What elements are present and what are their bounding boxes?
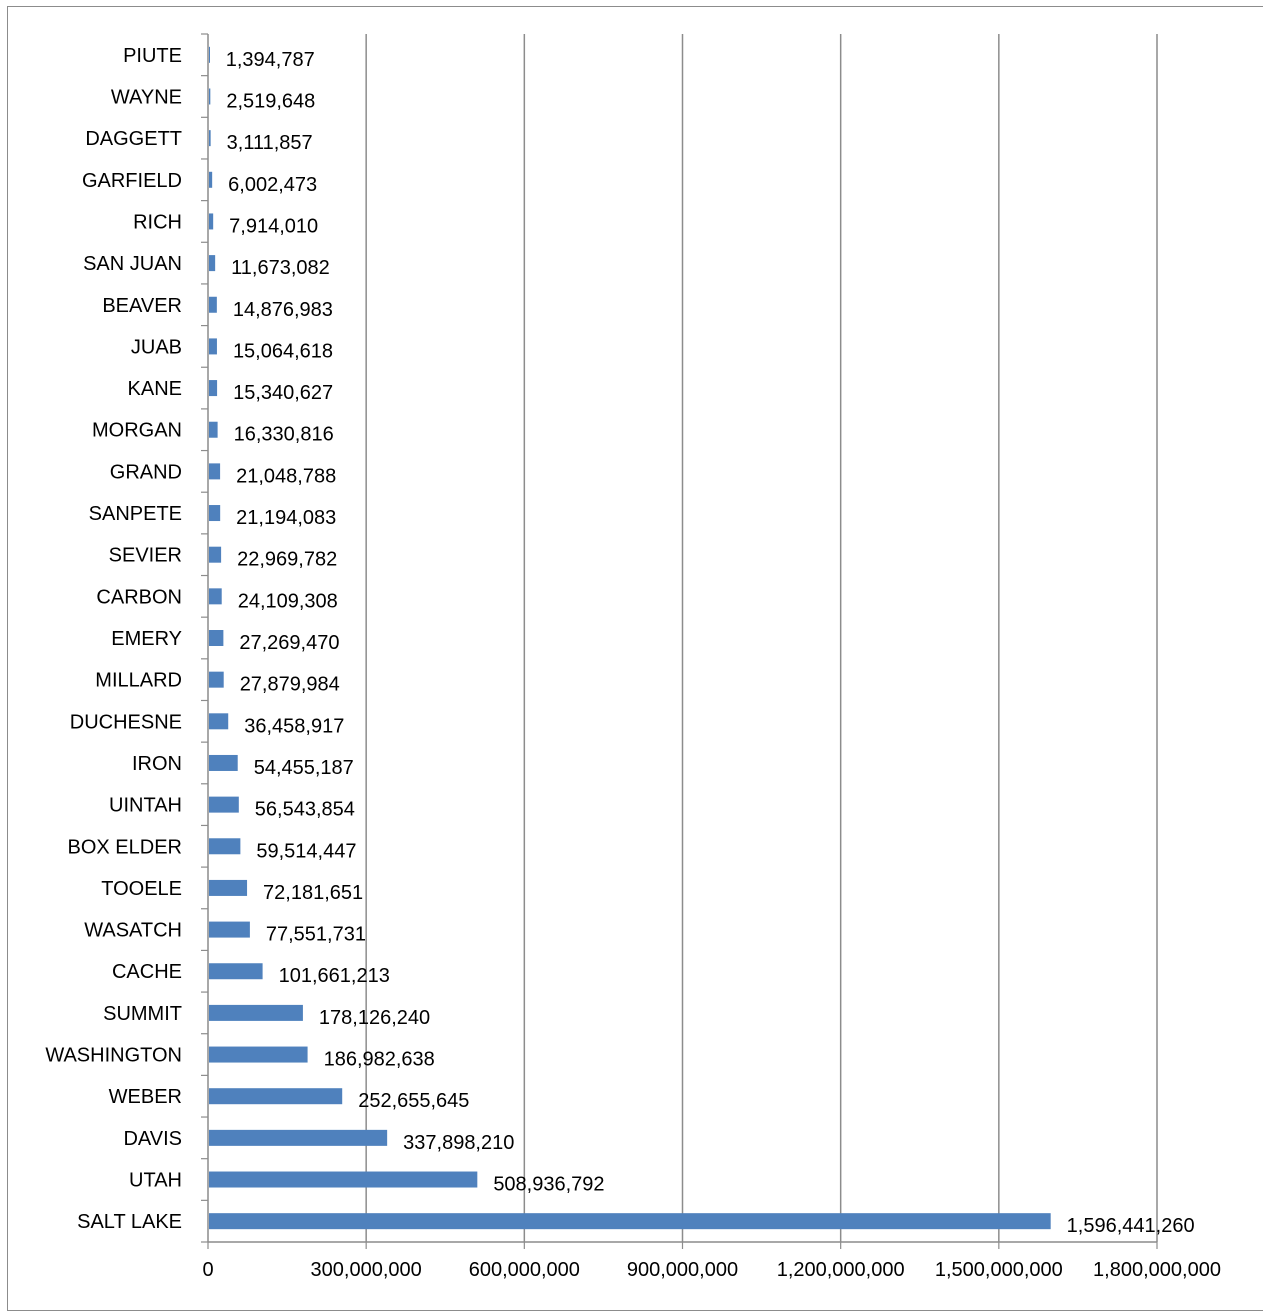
category-label: TOOELE xyxy=(101,878,182,900)
data-label: 178,126,240 xyxy=(319,1007,430,1029)
data-label: 101,661,213 xyxy=(279,965,390,987)
category-label: BEAVER xyxy=(102,295,182,317)
data-label: 27,879,984 xyxy=(240,674,340,696)
data-label: 59,514,447 xyxy=(256,840,356,862)
category-label: DAGGETT xyxy=(85,128,182,150)
bar xyxy=(209,713,229,730)
bar xyxy=(209,1046,308,1063)
bar xyxy=(209,588,222,605)
data-label: 11,673,082 xyxy=(231,257,330,279)
bar xyxy=(209,421,218,438)
data-label: 54,455,187 xyxy=(254,757,354,779)
bar xyxy=(209,296,217,313)
category-label: JUAB xyxy=(131,336,182,358)
data-label: 27,269,470 xyxy=(239,632,339,654)
bar xyxy=(209,1171,478,1188)
bar xyxy=(209,630,224,646)
data-label: 16,330,816 xyxy=(234,424,334,446)
bar xyxy=(209,213,214,230)
category-label: WAYNE xyxy=(111,86,182,108)
category-label: BOX ELDER xyxy=(68,836,182,858)
category-label: DAVIS xyxy=(123,1128,182,1150)
category-label: UINTAH xyxy=(109,795,182,817)
category-label: SAN JUAN xyxy=(83,253,182,275)
x-tick-label: 1,200,000,000 xyxy=(777,1259,905,1281)
data-label: 22,969,782 xyxy=(237,549,337,571)
data-label: 1,596,441,260 xyxy=(1067,1215,1195,1237)
category-label: SEVIER xyxy=(109,545,182,567)
category-label: MILLARD xyxy=(95,670,182,692)
category-label: SUMMIT xyxy=(103,1003,182,1025)
category-label: IRON xyxy=(132,753,182,775)
x-tick-label: 900,000,000 xyxy=(627,1259,738,1281)
category-label: CARBON xyxy=(96,586,182,608)
bar xyxy=(209,1088,343,1105)
data-label: 21,194,083 xyxy=(236,507,336,529)
data-label: 56,543,854 xyxy=(255,799,355,821)
category-label: EMERY xyxy=(111,628,182,650)
data-label: 337,898,210 xyxy=(403,1132,514,1154)
x-tick-label: 0 xyxy=(202,1259,213,1281)
bar xyxy=(209,796,239,813)
category-label: PIUTE xyxy=(123,45,182,67)
data-label: 14,876,983 xyxy=(233,299,333,321)
category-label: UTAH xyxy=(129,1170,182,1192)
bar xyxy=(209,921,250,938)
category-label: RICH xyxy=(133,211,182,233)
bar xyxy=(209,1004,303,1021)
bar xyxy=(209,46,210,63)
bar xyxy=(209,505,221,522)
category-label: SALT LAKE xyxy=(77,1211,182,1233)
data-label: 15,340,627 xyxy=(233,382,333,404)
category-label: WASATCH xyxy=(84,920,182,942)
data-label: 72,181,651 xyxy=(263,882,363,904)
bar xyxy=(209,255,216,272)
data-label: 1,394,787 xyxy=(226,49,315,71)
category-label: SANPETE xyxy=(89,503,182,525)
category-label: GARFIELD xyxy=(82,170,182,192)
bar xyxy=(209,88,211,105)
bar xyxy=(209,171,213,188)
bar xyxy=(209,671,224,688)
x-tick-label: 300,000,000 xyxy=(311,1259,422,1281)
x-tick-label: 600,000,000 xyxy=(469,1259,580,1281)
category-label: GRAND xyxy=(110,461,182,483)
data-label: 21,048,788 xyxy=(236,465,336,487)
bar xyxy=(209,1129,388,1146)
category-label: CACHE xyxy=(112,961,182,983)
bar xyxy=(209,463,221,480)
category-label: DUCHESNE xyxy=(70,711,182,733)
bar xyxy=(209,380,218,397)
data-label: 3,111,857 xyxy=(227,132,313,154)
bar xyxy=(209,130,211,147)
bar xyxy=(209,338,217,355)
category-label: WASHINGTON xyxy=(45,1045,182,1067)
data-label: 508,936,792 xyxy=(493,1174,604,1196)
bar xyxy=(209,838,241,855)
x-tick-label: 1,500,000,000 xyxy=(935,1259,1063,1281)
bar xyxy=(209,963,263,980)
data-label: 24,109,308 xyxy=(238,590,338,612)
category-label: MORGAN xyxy=(92,420,182,442)
data-label: 252,655,645 xyxy=(358,1090,469,1112)
bar xyxy=(209,754,238,771)
data-label: 77,551,731 xyxy=(266,924,366,946)
bar xyxy=(209,1213,1051,1230)
data-label: 186,982,638 xyxy=(324,1049,435,1071)
bar xyxy=(209,546,222,563)
bar xyxy=(209,879,248,896)
data-label: 7,914,010 xyxy=(229,215,318,237)
category-label: WEBER xyxy=(109,1086,182,1108)
data-label: 2,519,648 xyxy=(226,90,315,112)
data-label: 6,002,473 xyxy=(228,174,317,196)
category-label: KANE xyxy=(128,378,182,400)
data-label: 15,064,618 xyxy=(233,340,333,362)
data-label: 36,458,917 xyxy=(244,715,344,737)
x-tick-label: 1,800,000,000 xyxy=(1093,1259,1221,1281)
